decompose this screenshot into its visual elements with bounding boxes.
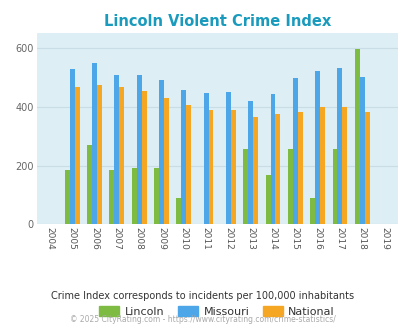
Bar xyxy=(114,75,119,224)
Bar xyxy=(314,71,319,224)
Bar xyxy=(75,87,79,224)
Bar xyxy=(247,101,252,224)
Bar xyxy=(309,198,314,224)
Title: Lincoln Violent Crime Index: Lincoln Violent Crime Index xyxy=(103,14,330,29)
Bar xyxy=(65,170,70,224)
Bar xyxy=(265,175,270,224)
Bar xyxy=(181,90,186,224)
Bar xyxy=(230,110,235,224)
Bar xyxy=(359,77,364,224)
Bar xyxy=(354,49,359,224)
Bar xyxy=(364,112,369,224)
Bar xyxy=(97,85,102,224)
Bar xyxy=(292,78,297,224)
Bar xyxy=(87,145,92,224)
Bar xyxy=(252,117,258,224)
Bar xyxy=(297,112,302,224)
Bar xyxy=(203,93,208,224)
Bar xyxy=(132,168,136,224)
Bar xyxy=(186,106,191,224)
Bar xyxy=(141,91,146,224)
Bar xyxy=(337,68,341,224)
Bar xyxy=(92,63,97,224)
Bar xyxy=(243,149,247,224)
Bar xyxy=(109,170,114,224)
Bar xyxy=(154,168,159,224)
Legend: Lincoln, Missouri, National: Lincoln, Missouri, National xyxy=(96,303,337,320)
Bar xyxy=(159,80,164,224)
Bar xyxy=(225,92,230,224)
Bar xyxy=(270,94,275,224)
Bar xyxy=(319,107,324,224)
Bar xyxy=(341,107,346,224)
Text: Crime Index corresponds to incidents per 100,000 inhabitants: Crime Index corresponds to incidents per… xyxy=(51,291,354,301)
Text: © 2025 CityRating.com - https://www.cityrating.com/crime-statistics/: © 2025 CityRating.com - https://www.city… xyxy=(70,315,335,324)
Bar xyxy=(287,149,292,224)
Bar xyxy=(275,114,279,224)
Bar xyxy=(136,75,141,224)
Bar xyxy=(70,69,75,224)
Bar xyxy=(164,98,168,224)
Bar xyxy=(176,198,181,224)
Bar xyxy=(119,87,124,224)
Bar xyxy=(332,149,337,224)
Bar xyxy=(208,110,213,224)
